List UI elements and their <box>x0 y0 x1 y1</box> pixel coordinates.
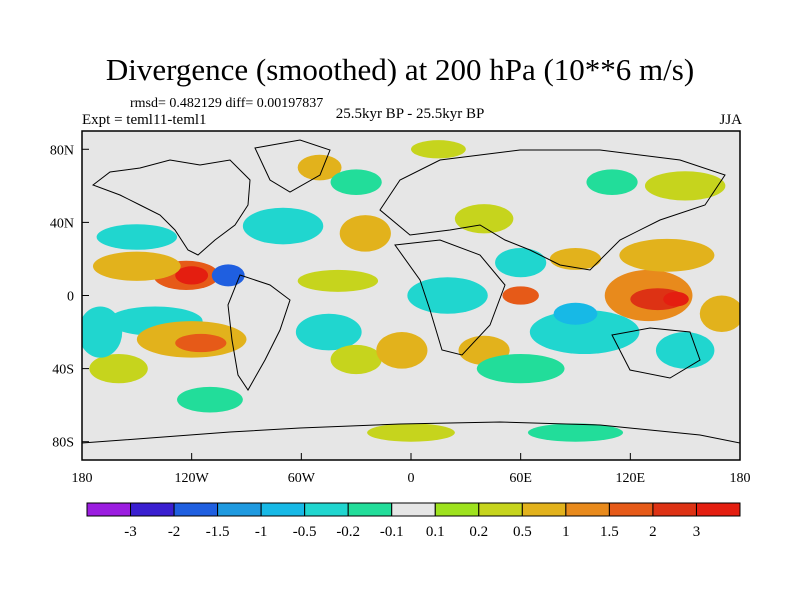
divergence-blob <box>297 154 342 181</box>
x-tick-label: 180 <box>730 471 751 486</box>
x-axis-ticks: 180 120W 60W 0 60E 120E 180 <box>72 453 751 486</box>
colorbar-swatch <box>130 502 175 517</box>
coastline-north-america <box>91 159 251 256</box>
colorbar-label: -0.5 <box>293 524 317 540</box>
colorbar-swatch <box>434 502 480 517</box>
rmsd-diff-text: rmsd= 0.482129 diff= 0.00197837 <box>130 96 324 111</box>
colorbar-label: 0.2 <box>469 524 488 540</box>
divergence-blob <box>376 332 428 369</box>
season-label: JJA <box>719 112 742 128</box>
colorbar-label: -0.1 <box>380 524 404 540</box>
colorbar-label: -0.2 <box>336 524 360 540</box>
colorbar-swatch <box>173 502 219 517</box>
colorbar-label: -3 <box>124 524 137 540</box>
divergence-blob <box>211 264 245 287</box>
divergence-blob <box>330 169 382 195</box>
divergence-blob <box>177 386 243 413</box>
coastline-africa <box>394 239 506 356</box>
colorbar-swatch <box>347 502 393 517</box>
divergence-blob <box>96 224 178 250</box>
colorbar-swatch <box>260 502 306 517</box>
x-tick-label: 60E <box>509 471 532 486</box>
divergence-blob <box>619 238 715 272</box>
y-tick-label: 40S <box>52 363 74 378</box>
divergence-blob <box>502 286 539 305</box>
colorbar-legend: -3 -2 -1.5 -1 -0.5 -0.2 -0.1 0.1 0.2 0.5 1 1.5 2 3 <box>86 502 741 540</box>
colorbar-label: 3 <box>693 524 701 540</box>
divergence-blob <box>330 344 382 375</box>
divergence-blob <box>663 291 689 307</box>
colorbar-label: 1 <box>562 524 570 540</box>
divergence-blob <box>367 423 455 442</box>
y-axis-ticks: 80N 40N 0 40S 80S <box>50 143 89 451</box>
colorbar-label: 2 <box>649 524 657 540</box>
divergence-blob <box>175 333 227 353</box>
divergence-blob <box>644 171 726 201</box>
x-tick-label: 60W <box>288 471 316 486</box>
coastline-greenland <box>254 139 331 193</box>
divergence-blob <box>82 306 123 358</box>
divergence-blob <box>295 313 362 351</box>
coastline-australia <box>611 327 701 379</box>
y-tick-label: 80S <box>52 436 74 451</box>
x-tick-label: 120W <box>175 471 210 486</box>
colorbar-swatch <box>391 502 436 517</box>
colorbar-label: -1 <box>255 524 268 540</box>
coastline-antarctica <box>82 421 740 444</box>
experiment-label: Expt = teml11-teml1 <box>82 112 207 128</box>
colorbar-label: 0.5 <box>513 524 532 540</box>
coastline-eurasia <box>379 149 726 271</box>
divergence-blob <box>89 353 148 384</box>
colorbar-label: 1.5 <box>600 524 619 540</box>
colorbar-swatch <box>304 502 349 517</box>
x-tick-label: 180 <box>72 471 93 486</box>
divergence-blob <box>175 266 209 285</box>
divergence-blob <box>586 169 638 195</box>
y-tick-label: 40N <box>50 216 74 231</box>
colorbar-label: -2 <box>168 524 181 540</box>
divergence-blob <box>699 295 740 333</box>
divergence-blob <box>411 140 466 159</box>
colorbar-label: -1.5 <box>206 524 230 540</box>
colorbar-swatch <box>217 502 262 517</box>
divergence-blob <box>92 251 181 281</box>
divergence-blob <box>553 302 598 325</box>
colorbar-swatch <box>521 502 567 517</box>
divergence-blob <box>454 204 514 234</box>
divergence-blob <box>297 269 379 292</box>
divergence-blob <box>529 310 640 354</box>
period-label: 25.5kyr BP - 25.5kyr BP <box>335 106 485 122</box>
coastlines <box>82 139 740 444</box>
plot-title: Divergence (smoothed) at 200 hPa (10**6 … <box>105 52 695 87</box>
colorbar-swatch <box>565 502 610 517</box>
colorbar-swatch <box>86 502 132 517</box>
colorbar-swatch <box>478 502 523 517</box>
divergence-blob <box>549 247 602 270</box>
colorbar-swatch <box>608 502 654 517</box>
colorbar-swatch <box>652 502 697 517</box>
coastline-south-america <box>227 274 291 391</box>
colorbar-swatch <box>695 502 741 517</box>
colorbar-label: 0.1 <box>426 524 445 540</box>
divergence-blob <box>527 423 624 442</box>
divergence-blob <box>655 332 715 369</box>
divergence-blob <box>407 277 488 314</box>
divergence-blob <box>242 207 324 245</box>
divergence-blob <box>495 247 547 278</box>
divergence-field <box>82 140 740 442</box>
y-tick-label: 0 <box>67 290 74 305</box>
divergence-blob <box>339 215 391 252</box>
x-tick-label: 120E <box>616 471 646 486</box>
y-tick-label: 80N <box>50 143 74 158</box>
divergence-blob <box>476 353 565 384</box>
x-tick-label: 0 <box>408 471 415 486</box>
